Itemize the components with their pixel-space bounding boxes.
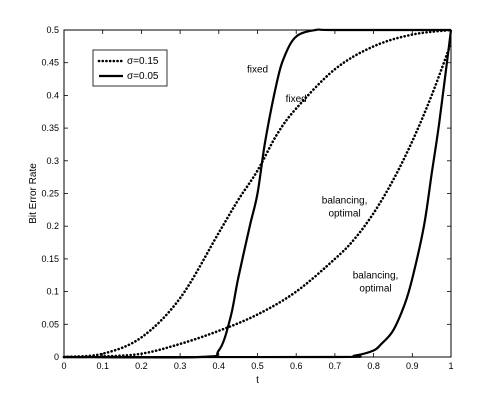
x-tick-label: 0.5 <box>251 361 264 371</box>
x-axis-label: t <box>256 375 259 386</box>
y-tick-label: 0.45 <box>41 58 59 68</box>
y-tick-label: 0.5 <box>46 25 59 35</box>
x-tick-label: 0.6 <box>290 361 303 371</box>
y-tick-label: 0.25 <box>41 189 59 199</box>
x-tick-label: 0.7 <box>329 361 342 371</box>
series-fixed-solid <box>63 28 451 359</box>
y-axis: 0 0.05 0.1 0.15 0.2 0.25 0.3 0.35 0.4 0.45 0.5 <box>41 25 451 362</box>
annotation-layer: fixed fixed balancing, optimal balancing, opt… <box>247 65 398 295</box>
y-tick-label: 0.35 <box>41 123 59 133</box>
x-tick-label: 0.2 <box>135 361 148 371</box>
y-axis-label: Bit Error Rate <box>28 163 39 224</box>
annotation-label: optimal <box>328 208 360 219</box>
legend-label-sigma-015: σ=0.15 <box>127 56 159 67</box>
annotation-label: balancing, <box>353 271 399 282</box>
x-tick-label: 0.3 <box>174 361 187 371</box>
y-tick-label: 0.1 <box>46 287 59 297</box>
x-axis: 0 0.1 0.2 0.3 0.4 0.5 0.6 0.7 0.8 0.9 1 <box>61 30 454 371</box>
legend-box <box>92 49 168 87</box>
series-balancing-optimal-dotted <box>62 41 453 359</box>
legend: σ=0.15 σ=0.05 <box>92 49 168 87</box>
y-tick-label: 0.15 <box>41 254 59 264</box>
x-tick-label: 0.4 <box>213 361 226 371</box>
annotation-label: balancing, <box>322 195 368 206</box>
x-tick-label: 0.8 <box>367 361 380 371</box>
series-fixed-dotted <box>62 28 453 359</box>
x-tick-label: 0.1 <box>96 361 109 371</box>
y-tick-label: 0.4 <box>46 90 59 100</box>
annotation-label: fixed <box>286 94 307 105</box>
x-tick-label: 0 <box>61 361 66 371</box>
y-tick-label: 0 <box>54 352 59 362</box>
legend-label-sigma-005: σ=0.05 <box>127 71 159 82</box>
annotation-label: optimal <box>359 284 391 295</box>
series-layer <box>62 28 453 359</box>
y-tick-label: 0.2 <box>46 221 59 231</box>
annotation-label: fixed <box>247 65 268 76</box>
x-tick-label: 0.9 <box>406 361 419 371</box>
y-tick-label: 0.3 <box>46 156 59 166</box>
y-tick-label: 0.05 <box>41 319 59 329</box>
x-tick-label: 1 <box>448 361 453 371</box>
series-balancing-optimal-solid <box>63 29 453 359</box>
